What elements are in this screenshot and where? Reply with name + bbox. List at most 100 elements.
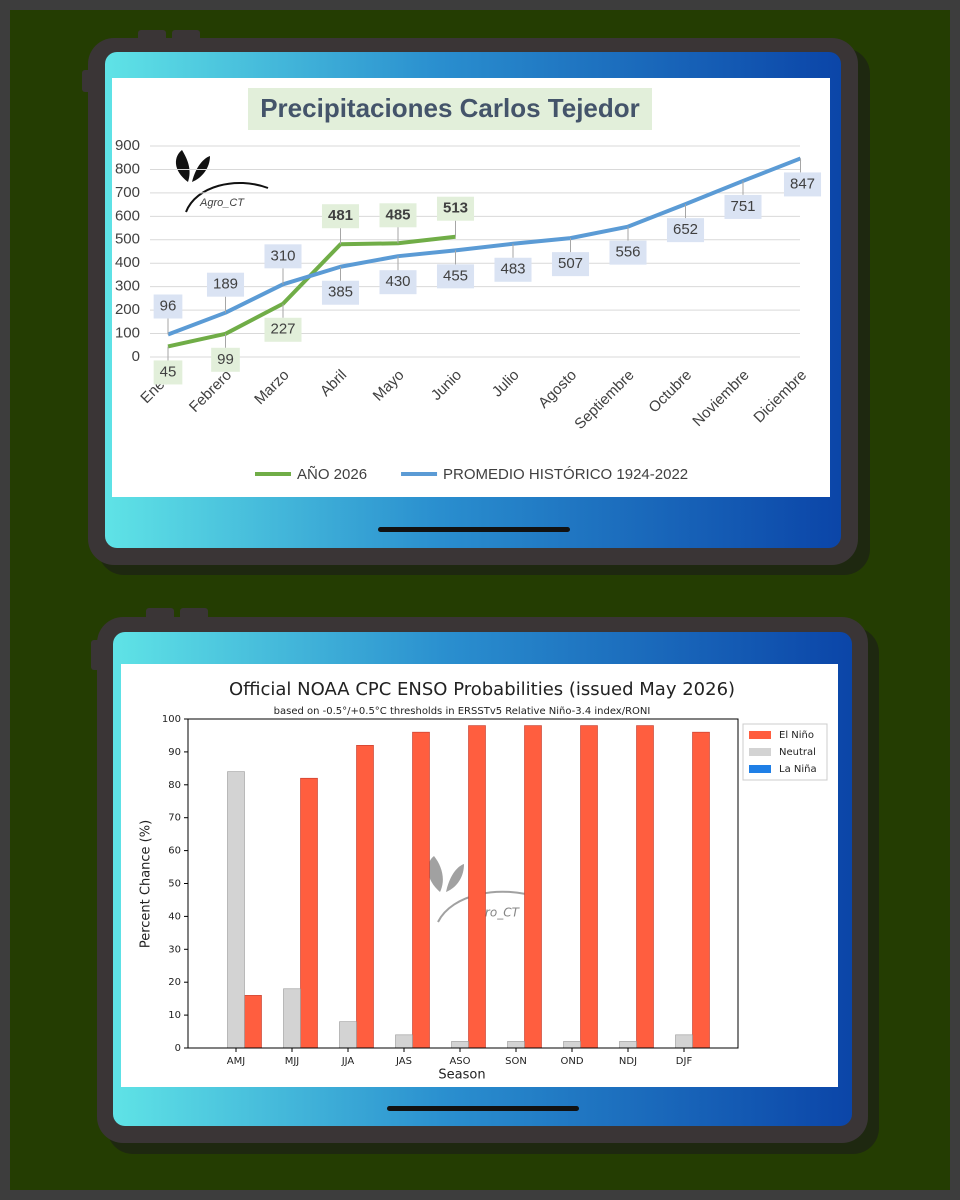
y-tick-label: 100: [162, 714, 181, 725]
y-tick-label: 100: [115, 325, 140, 342]
x-tick-label: JAS: [395, 1056, 412, 1067]
data-label-box: [494, 257, 532, 282]
data-label: 483: [500, 261, 525, 278]
home-bar: [378, 527, 570, 532]
data-label-box: [264, 317, 302, 342]
bar: [356, 745, 374, 1049]
y-tick-label: 200: [115, 301, 140, 318]
data-label: 227: [270, 321, 295, 338]
x-tick-label: NDJ: [619, 1056, 637, 1067]
data-label-box: [321, 280, 360, 305]
data-label-box: [609, 240, 647, 265]
data-label: 751: [730, 198, 755, 215]
bar: [636, 725, 654, 1049]
data-label: 481: [328, 207, 353, 224]
x-tick-label: OND: [560, 1056, 583, 1067]
bar: [675, 1034, 693, 1049]
home-bar: [387, 1106, 579, 1111]
data-label-box: [321, 204, 360, 229]
y-tick-label: 500: [115, 231, 140, 248]
x-tick-label: DJF: [676, 1056, 693, 1067]
legend-label: La Niña: [779, 764, 817, 775]
bar: [507, 1041, 525, 1049]
x-tick-label: AMJ: [227, 1056, 245, 1067]
bar: [619, 1041, 637, 1049]
title-box: [248, 88, 652, 130]
data-label: 189: [213, 276, 238, 293]
data-label: 310: [270, 247, 295, 264]
data-label: 430: [385, 273, 410, 290]
data-label: 847: [790, 175, 815, 192]
chart-enso: Official NOAA CPC ENSO Probabilities (is…: [139, 679, 828, 1083]
data-label-box: [211, 347, 240, 372]
legend-swatch: [749, 731, 771, 739]
x-tick-label: ASO: [449, 1056, 470, 1067]
bar: [395, 1034, 413, 1049]
chart-subtitle: based on -0.5°/+0.5°C thresholds in ERSS…: [274, 706, 651, 717]
y-tick-label: 900: [115, 137, 140, 154]
data-label-box: [379, 203, 417, 228]
y-tick-label: 70: [168, 813, 181, 824]
logo-swoosh: [185, 181, 269, 213]
data-label: 385: [328, 284, 353, 301]
data-label: 513: [443, 200, 468, 217]
x-tick-label: SON: [505, 1056, 527, 1067]
chart-title: Official NOAA CPC ENSO Probabilities (is…: [229, 679, 735, 700]
data-label-box: [153, 294, 183, 319]
data-label-box: [153, 360, 183, 385]
y-tick-label: 300: [115, 278, 140, 295]
legend-label: PROMEDIO HISTÓRICO 1924-2022: [443, 466, 688, 483]
bar: [339, 1021, 357, 1049]
bar: [580, 725, 598, 1049]
x-tick-label: MJJ: [285, 1056, 300, 1067]
data-label-box: [666, 218, 705, 243]
bar: [563, 1041, 581, 1049]
legend-swatch: [749, 748, 771, 756]
series-line: [167, 156, 802, 337]
bar: [692, 731, 710, 1049]
y-tick-label: 80: [168, 780, 181, 791]
y-tick-label: 700: [115, 184, 140, 201]
chart-title: Precipitaciones Carlos Tejedor: [260, 93, 640, 123]
logo-leaves: [175, 150, 210, 182]
data-label: 507: [558, 255, 583, 272]
bar: [227, 771, 245, 1049]
data-label: 96: [160, 297, 177, 314]
x-tick-label: JJA: [341, 1056, 355, 1067]
data-label-box: [436, 196, 475, 221]
data-label-box: [724, 194, 762, 219]
logo-text: Agro_CT: [199, 197, 245, 209]
y-tick-label: 10: [168, 1010, 181, 1021]
y-tick-label: 60: [168, 846, 181, 857]
logo-leaves: [427, 856, 464, 892]
y-tick-label: 40: [168, 911, 181, 922]
y-tick-label: 800: [115, 160, 140, 177]
data-label-box: [264, 244, 302, 269]
data-label: 556: [615, 244, 640, 261]
y-tick-label: 20: [168, 977, 181, 988]
plot-frame: [187, 718, 739, 1049]
legend-label: Neutral: [779, 747, 816, 758]
legend-swatch: [749, 765, 771, 773]
data-label-box: [783, 172, 822, 197]
bar: [468, 725, 486, 1049]
data-label: 485: [385, 206, 410, 223]
y-axis-label: Percent Chance (%): [139, 820, 154, 948]
data-label: 99: [217, 351, 234, 368]
x-axis-label: Season: [438, 1068, 485, 1083]
data-label: 45: [160, 363, 177, 380]
y-tick-label: 0: [175, 1043, 181, 1054]
y-tick-label: 600: [115, 207, 140, 224]
data-label-box: [436, 264, 475, 289]
bar: [451, 1041, 469, 1049]
data-label-box: [551, 252, 590, 277]
y-tick-label: 90: [168, 747, 181, 758]
legend-label: AÑO 2026: [297, 466, 367, 483]
data-label-box: [206, 272, 245, 297]
bar: [283, 988, 301, 1049]
legend-label: El Niño: [779, 730, 814, 741]
bar: [300, 777, 318, 1049]
chart-precipitaciones: Precipitaciones Carlos Tejedor Agro_CT 0…: [115, 88, 822, 483]
data-label-box: [379, 270, 417, 295]
